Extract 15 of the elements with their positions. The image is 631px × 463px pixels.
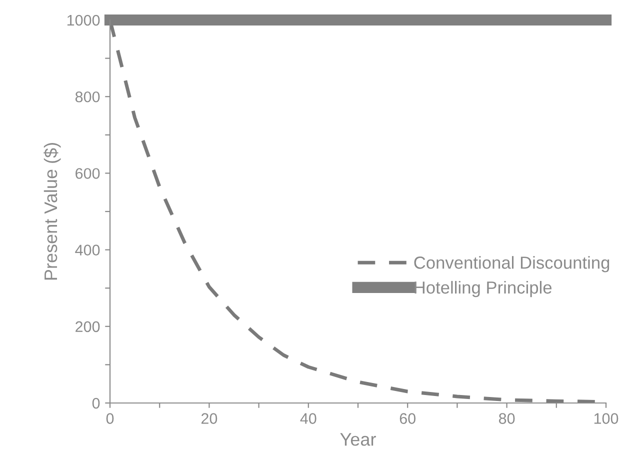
x-tick-label: 0 [106,413,114,424]
y-tick-label: 1000 [67,14,100,26]
x-tick-label: 40 [300,413,316,424]
x-tick-label: 100 [594,413,618,424]
x-tick-label: 80 [498,413,515,424]
y-tick-label: 200 [76,321,100,332]
y-tick-label: 600 [76,168,100,179]
y-tick-label: 400 [75,244,100,256]
x-tick-label: 60 [400,413,416,424]
y-axis-title: Present Value ($) [44,143,61,280]
y-tick-label: 800 [75,91,100,102]
x-axis-title: Year [340,433,376,446]
y-tick-label: 0 [92,398,100,409]
x-tick-label: 20 [201,413,218,424]
legend-label: Conventional Discounting [414,256,610,272]
